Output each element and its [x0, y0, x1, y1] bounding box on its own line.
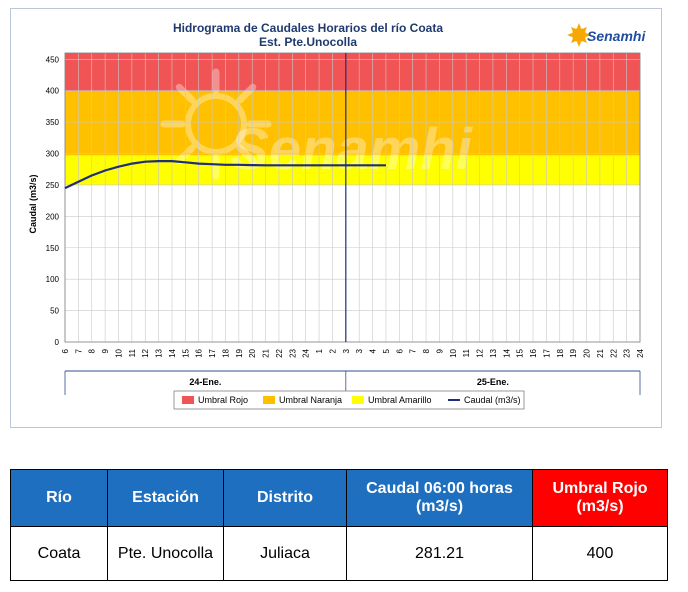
x-tick-label: 15: [181, 348, 190, 357]
legend-label: Caudal (m3/s): [464, 395, 521, 405]
cell-distrito: Juliaca: [223, 526, 347, 581]
x-tick-label: 13: [155, 348, 164, 357]
x-tick-label: 5: [382, 348, 391, 353]
x-tick-label: 23: [623, 348, 632, 357]
x-tick-label: 7: [74, 348, 83, 353]
watermark-sun-icon: [160, 68, 272, 180]
x-tick-label: 15: [516, 348, 525, 357]
x-tick-label: 21: [596, 348, 605, 357]
x-tick-label: 1: [315, 348, 324, 353]
y-tick-label: 400: [46, 87, 60, 96]
x-tick-label: 21: [262, 348, 271, 357]
y-tick-label: 350: [46, 118, 60, 127]
watermark-text: Senamhi: [230, 117, 474, 182]
y-tick-label: 50: [50, 307, 59, 316]
x-tick-label: 6: [61, 348, 70, 353]
y-tick-label: 0: [55, 338, 60, 347]
x-tick-label: 24: [636, 348, 645, 357]
x-tick-label: 16: [195, 348, 204, 357]
station-summary-table: Río Estación Distrito Caudal 06:00 horas…: [10, 469, 668, 581]
day-group-label: 25-Ene.: [477, 377, 509, 387]
x-tick-label: 7: [409, 348, 418, 353]
y-tick-label: 200: [46, 212, 60, 221]
x-tick-label: 10: [114, 348, 123, 357]
sun-ray: [236, 83, 257, 104]
x-tick-label: 2: [328, 348, 337, 353]
table-header-row: Río Estación Distrito Caudal 06:00 horas…: [10, 469, 668, 527]
y-tick-label: 450: [46, 55, 60, 64]
cell-estacion: Pte. Unocolla: [107, 526, 224, 581]
band-umbral-naranja: [65, 90, 640, 156]
series-line-caudal: [64, 160, 386, 190]
chart-title: Hidrograma de Caudales Horarios del río …: [173, 21, 443, 35]
x-tick-label: 20: [248, 348, 257, 357]
header-caudal: Caudal 06:00 horas (m3/s): [346, 469, 533, 527]
x-tick-label: 24: [302, 348, 311, 357]
x-tick-label: 13: [489, 348, 498, 357]
x-tick-label: 18: [556, 348, 565, 357]
hydrograph-chart: Hidrograma de Caudales Horarios del río …: [10, 8, 662, 428]
x-tick-label: 22: [609, 348, 618, 357]
x-tick-label: 19: [235, 348, 244, 357]
x-tick-label: 22: [275, 348, 284, 357]
header-distrito: Distrito: [223, 469, 347, 527]
x-tick-label: 14: [502, 348, 511, 357]
legend-label: Umbral Naranja: [279, 395, 342, 405]
sun-ring: [185, 93, 247, 155]
x-tick-label: 14: [168, 348, 177, 357]
chart-canvas: Hidrograma de Caudales Horarios del río …: [28, 21, 646, 410]
x-tick-label: 9: [101, 348, 110, 353]
y-tick-label: 300: [46, 150, 60, 159]
cell-umbral-rojo: 400: [532, 526, 668, 581]
x-tick-label: 18: [221, 348, 230, 357]
x-tick-label: 11: [128, 348, 137, 357]
y-axis-label: Caudal (m3/s): [28, 174, 38, 233]
senamhi-logo: Senamhi: [567, 23, 646, 47]
plot-border: [64, 52, 641, 343]
x-tick-label: 17: [542, 348, 551, 357]
header-umbral-rojo: Umbral Rojo (m3/s): [532, 469, 668, 527]
x-tick-label: 8: [88, 348, 97, 353]
table-row: Coata Pte. Unocolla Juliaca 281.21 400: [10, 526, 668, 581]
y-tick-label: 250: [46, 181, 60, 190]
header-estacion: Estación: [107, 469, 224, 527]
y-tick-label: 100: [46, 275, 60, 284]
legend-swatch: [182, 396, 194, 404]
legend-swatch: [352, 396, 364, 404]
header-rio: Río: [10, 469, 108, 527]
cell-rio: Coata: [10, 526, 108, 581]
x-tick-label: 9: [435, 348, 444, 353]
x-tick-label: 3: [355, 348, 364, 353]
cell-caudal: 281.21: [346, 526, 533, 581]
sun-icon: [567, 23, 591, 47]
legend-swatch: [263, 396, 275, 404]
logo-text: Senamhi: [587, 28, 646, 44]
chart-subtitle: Est. Pte.Unocolla: [259, 35, 357, 49]
x-tick-label: 11: [462, 348, 471, 357]
legend-box: [173, 390, 525, 410]
x-tick-label: 20: [583, 348, 592, 357]
x-tick-label: 12: [141, 348, 150, 357]
sun-ray: [236, 144, 257, 165]
chart-legend: Umbral Rojo Umbral Naranja Umbral Amarillo…: [173, 390, 525, 410]
x-tick-label: 10: [449, 348, 458, 357]
legend-label: Umbral Amarillo: [368, 395, 432, 405]
x-tick-label: 6: [395, 348, 404, 353]
x-tick-label: 8: [422, 348, 431, 353]
x-tick-label: 23: [288, 348, 297, 357]
x-tick-label: 19: [569, 348, 578, 357]
day-group-label: 24-Ene.: [189, 377, 221, 387]
x-tick-label: 12: [476, 348, 485, 357]
legend-label: Umbral Rojo: [198, 395, 248, 405]
y-tick-label: 150: [46, 244, 60, 253]
x-tick-label: 16: [529, 348, 538, 357]
x-tick-label: 17: [208, 348, 217, 357]
x-tick-label: 4: [369, 348, 378, 353]
x-tick-label: 3: [342, 348, 351, 353]
band-umbral-rojo: [65, 53, 640, 91]
